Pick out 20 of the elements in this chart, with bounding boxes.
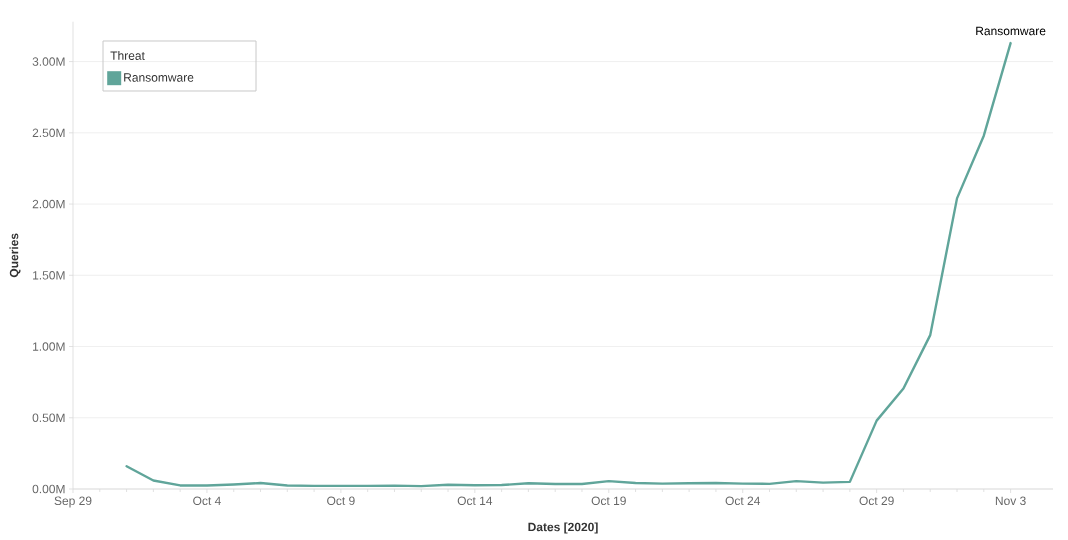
- y-tick-label: 0.00M: [32, 484, 65, 494]
- x-tick-label: Oct 4: [193, 496, 221, 506]
- x-tick-label: Oct 9: [327, 496, 355, 506]
- y-tick-label: 1.00M: [33, 342, 65, 351]
- legend-label: Ransomware: [124, 73, 194, 82]
- x-tick-label: Sep 29: [54, 496, 92, 508]
- text: Ransomware: [976, 26, 1046, 36]
- y-tick-label: 0.50M: [32, 413, 65, 423]
- y-tick-label: 3.00M: [32, 57, 65, 66]
- legend-title: Threat: [110, 51, 145, 60]
- x-tick-label: Oct 19: [591, 496, 626, 506]
- x-axis-title: Dates [2020]: [528, 522, 598, 534]
- y-tick-label: 2.00M: [32, 199, 65, 209]
- y-tick-label: 1.50M: [33, 271, 65, 280]
- x-tick-label: Oct 14: [457, 496, 493, 506]
- x-tick-label: Nov 3: [995, 496, 1026, 506]
- x-tick-label: Oct 24: [725, 496, 761, 506]
- y-axis-title: Queries: [9, 233, 21, 278]
- y-tick-label: 2.50M: [32, 128, 65, 138]
- x-tick-label: Oct 29: [859, 496, 894, 506]
